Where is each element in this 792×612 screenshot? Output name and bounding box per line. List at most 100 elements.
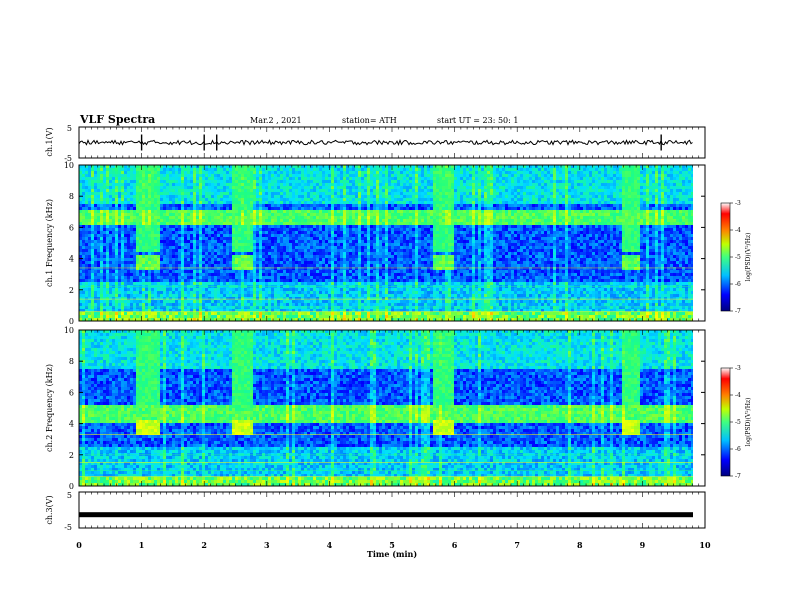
spectrogram-cell — [97, 300, 100, 303]
spectrogram-cell — [229, 192, 232, 195]
spectrogram-cell — [97, 234, 100, 237]
spectrogram-cell — [187, 216, 190, 219]
spectrogram-cell — [97, 177, 100, 180]
spectrogram-cell — [355, 174, 358, 177]
spectrogram-cell — [349, 273, 352, 276]
spectrogram-cell — [91, 315, 94, 318]
spectrogram-cell — [148, 210, 151, 213]
spectrogram-cell — [190, 288, 193, 291]
spectrogram-cell — [262, 204, 265, 207]
spectrogram-cell — [112, 168, 115, 171]
spectrogram-cell — [196, 180, 199, 183]
spectrogram-cell — [313, 291, 316, 294]
spectrogram-cell — [313, 312, 316, 315]
spectrogram-cell — [277, 273, 280, 276]
spectrogram-cell — [208, 288, 211, 291]
spectrogram-cell — [130, 276, 133, 279]
spectrogram-cell — [316, 225, 319, 228]
spectrogram-cell — [238, 216, 241, 219]
spectrogram-cell — [235, 309, 238, 312]
spectrogram-cell — [97, 171, 100, 174]
spectrogram-cell — [172, 318, 175, 321]
spectrogram-cell — [97, 219, 100, 222]
spectrogram-cell — [217, 207, 220, 210]
spectrogram-cell — [346, 240, 349, 243]
spectrogram-cell — [193, 267, 196, 270]
spectrogram-cell — [121, 273, 124, 276]
spectrogram-cell — [97, 168, 100, 171]
spectrogram-cell — [139, 312, 142, 315]
spectrogram-cell — [319, 279, 322, 282]
spectrogram-cell — [220, 273, 223, 276]
spectrogram-cell — [322, 225, 325, 228]
spectrogram-cell — [295, 294, 298, 297]
spectrogram-cell — [163, 237, 166, 240]
spectrogram-cell — [304, 291, 307, 294]
spectrogram-cell — [361, 171, 364, 174]
spectrogram-cell — [274, 207, 277, 210]
spectrogram-cell — [196, 252, 199, 255]
spectrogram-cell — [274, 303, 277, 306]
spectrogram-cell — [145, 228, 148, 231]
spectrogram-cell — [187, 252, 190, 255]
spectrogram-cell — [343, 183, 346, 186]
spectrogram-cell — [250, 183, 253, 186]
spectrogram-cell — [154, 267, 157, 270]
spectrogram-cell — [304, 210, 307, 213]
spectrogram-cell — [220, 243, 223, 246]
spectrogram-cell — [157, 198, 160, 201]
spectrogram-cell — [340, 222, 343, 225]
spectrogram-cell — [268, 207, 271, 210]
spectrogram-cell — [355, 306, 358, 309]
spectrogram-cell — [157, 222, 160, 225]
spectrogram-cell — [100, 315, 103, 318]
spectrogram-cell — [235, 198, 238, 201]
spectrogram-cell — [145, 180, 148, 183]
spectrogram-cell — [133, 240, 136, 243]
spectrogram-cell — [277, 279, 280, 282]
spectrogram-cell — [163, 288, 166, 291]
spectrogram-cell — [115, 204, 118, 207]
spectrogram-cell — [124, 264, 127, 267]
spectrogram-cell — [217, 282, 220, 285]
spectrogram-cell — [313, 225, 316, 228]
spectrogram-cell — [202, 204, 205, 207]
spectrogram-cell — [91, 294, 94, 297]
spectrogram-cell — [181, 318, 184, 321]
spectrogram-cell — [202, 315, 205, 318]
spectrogram-cell — [316, 264, 319, 267]
spectrogram-cell — [331, 300, 334, 303]
spectrogram-cell — [283, 258, 286, 261]
spectrogram-cell — [226, 228, 229, 231]
spectrogram-cell — [199, 189, 202, 192]
spectrogram-cell — [163, 204, 166, 207]
spectrogram-cell — [343, 168, 346, 171]
spectrogram-cell — [256, 198, 259, 201]
spectrogram-cell — [106, 249, 109, 252]
spectrogram-cell — [79, 186, 82, 189]
spectrogram-cell — [202, 228, 205, 231]
spectrogram-cell — [187, 303, 190, 306]
spectrogram-cell — [274, 177, 277, 180]
spectrogram-cell — [274, 165, 277, 168]
spectrogram-cell — [355, 195, 358, 198]
spectrogram-cell — [127, 198, 130, 201]
spectrogram-cell — [157, 213, 160, 216]
spectrogram-cell — [361, 198, 364, 201]
spectrogram-cell — [190, 183, 193, 186]
spectrogram-cell — [211, 249, 214, 252]
spectrogram-cell — [115, 195, 118, 198]
spectrogram-cell — [130, 183, 133, 186]
spectrogram-cell — [262, 282, 265, 285]
spectrogram-cell — [106, 243, 109, 246]
spectrogram-cell — [115, 171, 118, 174]
spectrogram-cell — [250, 267, 253, 270]
spectrogram-cell — [286, 183, 289, 186]
spectrogram-cell — [100, 189, 103, 192]
spectrogram-cell — [277, 198, 280, 201]
spectrogram-cell — [316, 174, 319, 177]
spectrogram-cell — [199, 258, 202, 261]
spectrogram-cell — [193, 258, 196, 261]
spectrogram-cell — [322, 189, 325, 192]
spectrogram-cell — [160, 315, 163, 318]
